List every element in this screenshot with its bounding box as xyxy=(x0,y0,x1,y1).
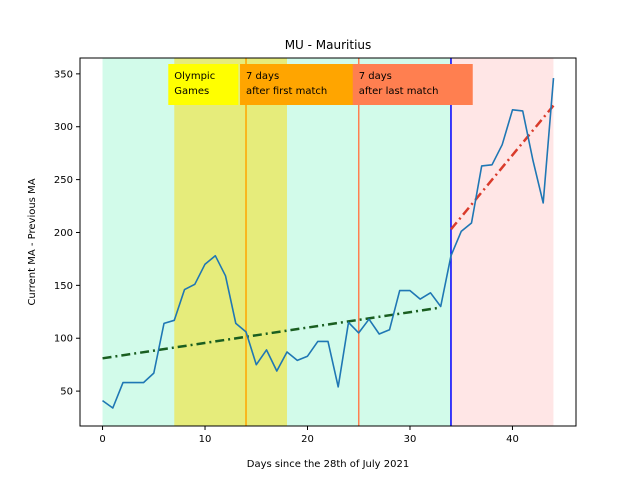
series-lines xyxy=(102,78,555,409)
x-tick-label-0: 0 xyxy=(99,434,105,445)
trend-line-1 xyxy=(450,104,555,231)
chart-title: MU - Mauritius xyxy=(285,38,372,52)
annotations: Olympic Games 7 days after first match 7 day… xyxy=(168,64,473,105)
annotation-text-0-0: Olympic xyxy=(174,71,215,82)
annotation-box-0 xyxy=(168,64,239,105)
shaded-region-1 xyxy=(174,58,288,426)
y-tick-label-3: 200 xyxy=(54,228,73,239)
series-line-0 xyxy=(102,78,555,409)
trend-lines xyxy=(102,104,555,360)
vertical-lines xyxy=(245,58,452,426)
annotation-text-1-0: 7 days xyxy=(246,71,279,82)
annotation-text-2-1: after last match xyxy=(359,86,439,97)
shaded-region-2 xyxy=(450,58,554,426)
y-tick-label-0: 50 xyxy=(60,387,73,398)
x-axis-label: Days since the 28th of July 2021 xyxy=(247,459,409,470)
x-tick-label-1: 10 xyxy=(199,434,212,445)
x-axis-ticks: 0 10 20 30 40 xyxy=(99,426,519,445)
annotation-box-1 xyxy=(240,64,357,105)
y-tick-label-1: 100 xyxy=(54,334,73,345)
annotation-text-2-0: 7 days xyxy=(359,71,392,82)
x-tick-label-2: 20 xyxy=(301,434,314,445)
shaded-regions xyxy=(102,58,554,426)
y-tick-label-6: 350 xyxy=(54,69,73,80)
plot-frame xyxy=(79,57,577,427)
y-tick-label-4: 250 xyxy=(54,175,73,186)
y-tick-label-5: 300 xyxy=(54,122,73,133)
annotation-text-1-1: after first match xyxy=(246,86,327,97)
x-tick-label-3: 30 xyxy=(404,434,417,445)
y-axis-ticks: 50 100 150 200 250 300 350 xyxy=(54,69,80,398)
annotation-box-2 xyxy=(352,64,473,105)
y-tick-label-2: 150 xyxy=(54,281,73,292)
y-axis-label: Current MA - Previous MA xyxy=(27,178,38,305)
annotation-text-0-1: Games xyxy=(174,86,209,97)
x-tick-label-4: 40 xyxy=(506,434,519,445)
